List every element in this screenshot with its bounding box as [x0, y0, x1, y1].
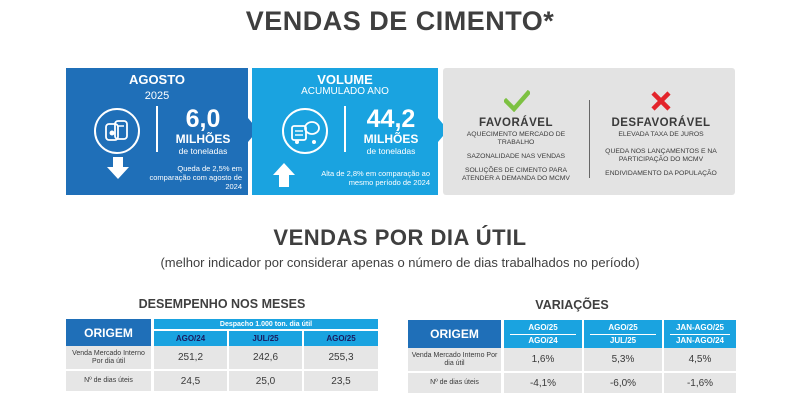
check-icon [502, 89, 532, 117]
favoravel-item: SOLUÇÕES DE CIMENTO PARA ATENDER A DEMAN… [462, 167, 570, 182]
x-icon [650, 90, 672, 117]
col-bottom: JAN-AGO/24 [670, 333, 730, 347]
table-row: Nº de dias úteis 24,5 25,0 23,5 [66, 371, 378, 391]
table-variacoes-cell: 5,3% [584, 348, 664, 373]
card-volume-heading: VOLUME [317, 72, 373, 87]
table-variacoes-cell: 4,5% [664, 348, 736, 373]
card-volume-unit: MILHÕES [363, 132, 419, 146]
arrow-down-icon [106, 156, 130, 185]
card-agosto-unit-small: de toneladas [178, 146, 228, 156]
card-agosto: AGOSTO 2025 6,0 MILHÕES de toneladas Que… [66, 68, 258, 195]
table-desempenho-origem: ORIGEM [66, 319, 154, 346]
table-desempenho-cell: 24,5 [154, 371, 229, 391]
table-desempenho-row-label: Venda Mercado Interno Por dia útil [66, 346, 154, 371]
favoravel-heading: FAVORÁVEL [479, 117, 553, 129]
desfavoravel-item: ELEVADA TAXA DE JUROS [618, 131, 704, 138]
col-bottom: AGO/24 [510, 333, 576, 347]
col-top: JAN-AGO/25 [675, 322, 724, 332]
table-desempenho-cell: 255,3 [304, 346, 378, 371]
card-volume-note: Alta de 2,8% em comparação ao mesmo perí… [321, 169, 430, 187]
table-desempenho-title: DESEMPENHO NOS MESES [138, 297, 306, 311]
table-variacoes-origem: ORIGEM [408, 320, 504, 348]
desfavoravel-heading: DESFAVORÁVEL [611, 117, 711, 129]
table-variacoes-cell: -4,1% [504, 373, 584, 393]
card-agosto-heading: AGOSTO [128, 72, 186, 87]
card-volume-divider [344, 106, 346, 152]
table-variacoes: ORIGEM AGO/25 AGO/24 AGO/25 JUL/25 JAN-A… [408, 320, 736, 393]
table-variacoes-row-label: Nº de dias úteis [408, 373, 504, 393]
table-desempenho: ORIGEM Despacho 1.000 ton. dia útil AGO/… [66, 319, 378, 391]
cement-bags-icon [94, 108, 140, 154]
table-desempenho-cell: 251,2 [154, 346, 229, 371]
card-volume: VOLUME ACUMULADO ANO 44,2 MILHÕES de ton… [252, 68, 448, 195]
table-desempenho-cell: 242,6 [229, 346, 304, 371]
table-desempenho-cell: 23,5 [304, 371, 378, 391]
table-desempenho-group-header: Despacho 1.000 ton. dia útil [154, 319, 378, 331]
table-row: Venda Mercado Interno Por dia útil 251,2… [66, 346, 378, 371]
card-agosto-year: 2025 [144, 90, 170, 102]
section-subtitle: (melhor indicador por considerar apenas … [160, 255, 640, 270]
col-bottom: JUL/25 [590, 333, 656, 347]
card-volume-unit-small: de toneladas [366, 146, 416, 156]
table-variacoes-col-header: JAN-AGO/25 JAN-AGO/24 [664, 320, 736, 348]
favoravel-item: SAZONALIDADE NAS VENDAS [466, 153, 566, 160]
factors-divider [589, 100, 590, 178]
card-agosto-divider [156, 106, 158, 152]
desfavoravel-item: ENDIVIDAMENTO DA POPULAÇÃO [605, 170, 717, 177]
favoravel-list: AQUECIMENTO MERCADO DE TRABALHO SAZONALI… [446, 131, 586, 189]
table-desempenho-col-header: JUL/25 [229, 331, 304, 346]
table-variacoes-cell: 1,6% [504, 348, 584, 373]
table-variacoes-cell: -1,6% [664, 373, 736, 393]
table-desempenho-cell: 25,0 [229, 371, 304, 391]
card-agosto-note: Queda de 2,5% em comparação com agosto d… [149, 164, 242, 191]
table-variacoes-cell: -6,0% [584, 373, 664, 393]
card-volume-subheading: ACUMULADO ANO [301, 86, 389, 97]
section-title: VENDAS POR DIA ÚTIL [273, 225, 527, 250]
card-volume-value: 44,2 [366, 105, 416, 133]
table-desempenho-row-label: Nº de dias úteis [66, 371, 154, 391]
page-title: VENDAS DE CIMENTO* [245, 6, 555, 36]
card-agosto-unit: MILHÕES [175, 132, 231, 146]
card-agosto-value: 6,0 [185, 105, 221, 133]
arrow-up-icon [272, 162, 296, 193]
table-desempenho-col-header: AGO/25 [304, 331, 378, 346]
factors-panel: FAVORÁVEL AQUECIMENTO MERCADO DE TRABALH… [443, 68, 735, 195]
table-row: Nº de dias úteis -4,1% -6,0% -1,6% [408, 373, 736, 393]
desfavoravel-item: QUEDA NOS LANÇAMENTOS E NA PARTICIPAÇÃO … [605, 148, 717, 163]
cement-truck-icon [282, 108, 328, 154]
table-desempenho-col-header: AGO/24 [154, 331, 229, 346]
table-variacoes-row-label: Venda Mercado Interno Por dia útil [408, 348, 504, 373]
table-row: Venda Mercado Interno Por dia útil 1,6% … [408, 348, 736, 373]
desfavoravel-list: ELEVADA TAXA DE JUROS QUEDA NOS LANÇAMEN… [591, 131, 731, 184]
col-top: AGO/25 [528, 322, 558, 332]
table-variacoes-title: VARIAÇÕES [535, 298, 609, 312]
favoravel-item: AQUECIMENTO MERCADO DE TRABALHO [466, 131, 566, 146]
table-variacoes-col-header: AGO/25 JUL/25 [584, 320, 664, 348]
table-variacoes-col-header: AGO/25 AGO/24 [504, 320, 584, 348]
col-top: AGO/25 [608, 322, 638, 332]
